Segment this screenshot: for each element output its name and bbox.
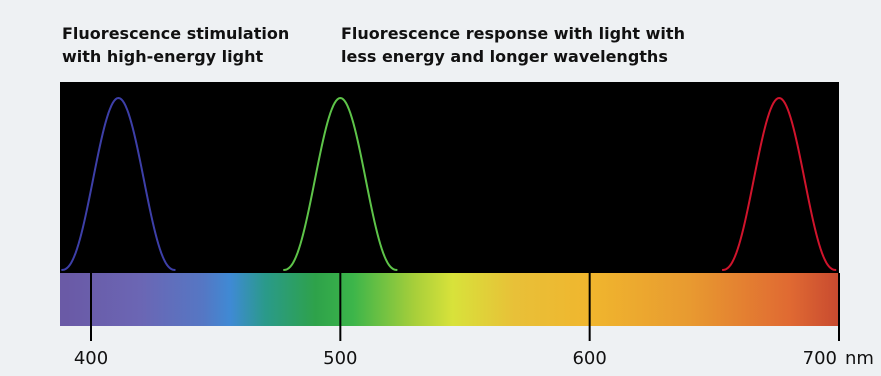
stimulation-caption: Fluorescence stimulation with high-energ… xyxy=(62,22,289,68)
tick-label-500: 500 xyxy=(323,348,357,369)
response-caption: Fluorescence response with light with le… xyxy=(341,22,685,68)
stimulation-caption-line-1: Fluorescence stimulation xyxy=(62,24,290,43)
response-caption-line-1: Fluorescence response with light with xyxy=(341,24,685,43)
emission-curve-676 xyxy=(722,96,837,271)
emission-curve-500 xyxy=(283,96,398,271)
emission-curves xyxy=(61,96,837,271)
tick-label-400: 400 xyxy=(74,348,108,369)
wavelength-tick-labels: 400 500 600 700 xyxy=(74,348,837,369)
stimulation-caption-line-2: with high-energy light xyxy=(62,47,264,66)
response-caption-line-2: less energy and longer wavelengths xyxy=(341,47,668,66)
tick-label-600: 600 xyxy=(572,348,606,369)
tick-label-700: 700 xyxy=(803,348,837,369)
wavelength-ticks xyxy=(90,273,840,341)
emission-curve-411 xyxy=(61,96,176,271)
visible-spectrum-band xyxy=(60,273,839,326)
curve-panel xyxy=(60,82,839,273)
unit-label: nm xyxy=(845,348,874,369)
